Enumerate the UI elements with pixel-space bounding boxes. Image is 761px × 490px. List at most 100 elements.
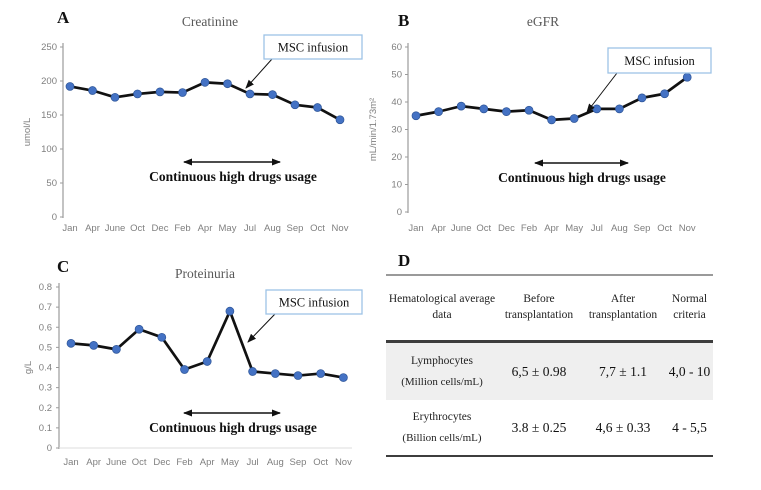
x-tick-label: Aug [267, 457, 284, 468]
data-point-marker [223, 79, 232, 89]
data-point-marker [637, 93, 647, 103]
panel-letter-b: B [398, 11, 409, 30]
data-point-marker [547, 115, 556, 125]
hematology-table: Hematological average data Before transp… [386, 274, 713, 457]
x-tick-label: June [106, 457, 127, 468]
x-tick-label: Sep [287, 223, 304, 234]
x-tick-label: Apr [544, 223, 559, 234]
y-tick-label: 0.3 [39, 383, 52, 394]
x-tick-label: Nov [332, 223, 349, 234]
value-after: 4,6 ± 0.33 [595, 419, 651, 435]
y-tick-label: 0 [397, 207, 402, 218]
msc-infusion-callout-box [265, 289, 363, 315]
proteinuria-chart-svg: C Proteinuria 0 0.1 0.2 0.3 0.4 0.5 0.6 0.7 0.8 g/L… [23, 257, 363, 468]
value-normal: 4,0 - 10 [668, 363, 711, 379]
row-unit: (Billion cells/mL) [402, 432, 482, 444]
x-tick-label: Oct [657, 223, 672, 234]
data-point-marker [339, 373, 348, 382]
data-point-marker [110, 92, 120, 102]
data-point-marker [293, 371, 303, 380]
data-point-marker [202, 357, 212, 366]
value-before: 6,5 ± 0.98 [511, 363, 567, 379]
x-tick-label: Aug [611, 223, 628, 234]
x-tick-label: Oct [310, 223, 325, 234]
y-tick-label: 40 [391, 97, 402, 108]
panel-creatinine: A Creatinine 0 50 100 150 200 250 umol/L Jan Apr Ju… [0, 0, 380, 245]
data-point-marker [592, 104, 602, 114]
creatinine-chart-svg: A Creatinine 0 50 100 150 200 250 umol/L Jan Apr Ju… [22, 8, 363, 234]
data-point-marker [316, 369, 326, 378]
x-tick-label: Apr [198, 223, 213, 234]
x-tick-label: June [451, 223, 472, 234]
y-tick-label: 0.2 [39, 403, 52, 414]
series-line [415, 76, 688, 122]
data-point-marker [335, 115, 345, 125]
data-point-marker [502, 107, 511, 116]
drugs-usage-label: Continuous high drugs usage [149, 420, 317, 435]
y-tick-label: 100 [41, 144, 57, 155]
col-header-hematological: Hematological average data [388, 293, 496, 321]
y-tick-label: 0.4 [39, 363, 52, 374]
y-tick-label: 200 [41, 76, 57, 87]
y-tick-label: 10 [391, 180, 402, 191]
data-point-marker [66, 338, 76, 348]
data-point-marker [479, 104, 489, 114]
y-tick-label: 0 [52, 212, 57, 223]
y-tick-label: 0.5 [39, 342, 52, 353]
msc-infusion-label: MSC infusion [624, 54, 695, 68]
x-tick-label: Apr [431, 223, 446, 234]
y-axis-title: umol/L [22, 118, 33, 147]
data-point-marker [270, 369, 280, 378]
x-tick-label: Jan [62, 223, 77, 234]
series-line [69, 81, 341, 121]
y-axis-title: mL/min/1.73m² [368, 98, 379, 161]
data-point-marker [112, 345, 121, 354]
row-name: Erythrocytes [412, 411, 472, 423]
table-row-lymphocytes: Lymphocytes (Million cells/mL) 6,5 ± 0.9… [386, 343, 713, 400]
x-tick-label: Aug [264, 223, 281, 234]
drugs-usage-label: Continuous high drugs usage [498, 170, 666, 185]
x-tick-label: Nov [335, 457, 352, 468]
data-point-marker [569, 114, 579, 123]
chart-title: Proteinuria [175, 266, 235, 281]
col-header-normal: Normal criteria [671, 293, 708, 321]
value-normal: 4 - 5,5 [672, 419, 707, 435]
x-tick-label: Dec [152, 223, 169, 234]
data-point-marker [524, 105, 534, 115]
panel-letter-c: C [57, 257, 69, 276]
x-tick-label: Jan [408, 223, 423, 234]
x-tick-label: Jul [591, 223, 603, 234]
data-point-marker [248, 367, 257, 376]
drugs-usage-label: Continuous high drugs usage [149, 169, 317, 184]
x-tick-label: Apr [200, 457, 215, 468]
x-tick-label: May [219, 223, 237, 234]
data-point-marker [682, 72, 692, 82]
y-tick-label: 0.1 [39, 423, 52, 434]
msc-infusion-arrow [586, 72, 618, 113]
value-after: 7,7 ± 1.1 [599, 363, 647, 379]
y-tick-label: 60 [391, 42, 402, 53]
y-tick-label: 150 [41, 110, 57, 121]
data-point-marker [434, 107, 443, 116]
row-name: Lymphocytes [411, 355, 473, 367]
panel-letter-a: A [57, 8, 70, 27]
data-point-marker [155, 87, 165, 97]
msc-infusion-label: MSC infusion [279, 296, 350, 310]
data-point-marker [268, 90, 277, 99]
msc-infusion-callout-box [607, 47, 712, 74]
panel-hematology-table: D Hematological average data Before tran… [380, 245, 761, 490]
msc-infusion-arrow [245, 58, 273, 89]
y-tick-label: 20 [391, 152, 402, 163]
x-tick-label: Oct [313, 457, 328, 468]
y-tick-label: 30 [391, 125, 402, 136]
y-tick-label: 250 [41, 42, 57, 53]
x-tick-label: Feb [521, 223, 537, 234]
data-point-marker [178, 88, 187, 97]
x-tick-label: Feb [176, 457, 192, 468]
data-point-marker [225, 306, 235, 316]
x-tick-label: June [105, 223, 126, 234]
row-unit: (Million cells/mL) [401, 376, 483, 388]
chart-title: Creatinine [182, 14, 238, 29]
x-tick-label: Jan [63, 457, 78, 468]
